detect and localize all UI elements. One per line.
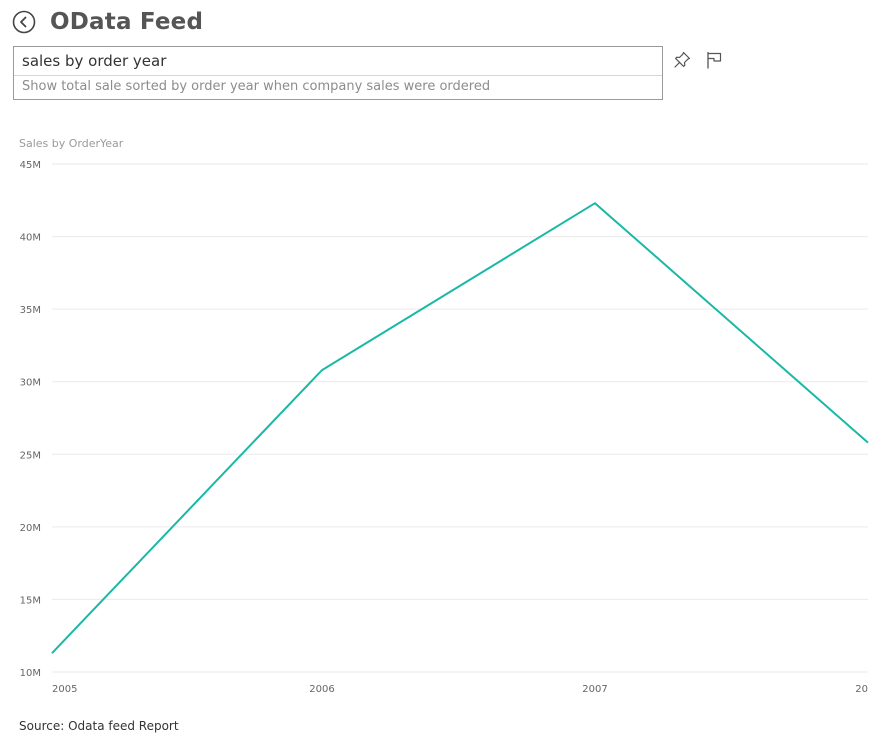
source-caption: Source: Odata feed Report — [19, 719, 179, 733]
flag-button[interactable] — [704, 50, 724, 70]
y-tick-label: 15M — [20, 595, 41, 606]
data-point-2005[interactable] — [46, 647, 58, 659]
page-title: OData Feed — [50, 9, 204, 35]
qa-suggestion[interactable]: Show total sale sorted by order year whe… — [22, 79, 491, 94]
y-tick-label: 10M — [20, 668, 41, 679]
data-point-2008[interactable] — [862, 437, 874, 449]
x-tick-label: 2005 — [52, 684, 77, 695]
y-tick-label: 25M — [20, 450, 41, 461]
y-tick-label: 40M — [20, 233, 41, 244]
x-tick-label: 20 — [855, 684, 868, 695]
y-axis-ticks: 10M 15M 20M 25M 30M 35M 40M 45M — [20, 160, 41, 679]
qa-query-input[interactable] — [14, 47, 662, 75]
y-tick-label: 45M — [20, 160, 41, 171]
x-tick-label: 2007 — [582, 684, 607, 695]
back-arrow-icon — [12, 10, 36, 34]
data-point-2007[interactable] — [589, 197, 601, 209]
series-line[interactable] — [51, 201, 869, 654]
qa-search-box: Show total sale sorted by order year whe… — [13, 46, 663, 100]
line-chart: 10M 15M 20M 25M 30M 35M 40M 45M 2005 2006 2007 20 — [20, 160, 874, 695]
x-tick-label: 2006 — [309, 684, 334, 695]
y-tick-label: 30M — [20, 378, 41, 389]
series-layer — [46, 197, 874, 659]
chart-title: Sales by OrderYear — [19, 137, 124, 150]
pin-icon — [674, 51, 691, 68]
gridlines — [52, 163, 868, 673]
pin-button[interactable] — [672, 50, 692, 70]
header: OData Feed — [0, 0, 896, 44]
flag-icon — [707, 51, 722, 69]
x-axis-ticks: 2005 2006 2007 20 — [52, 684, 868, 695]
y-tick-label: 20M — [20, 523, 41, 534]
back-button[interactable] — [12, 10, 36, 34]
qa-divider — [14, 75, 662, 76]
data-point-2006[interactable] — [316, 364, 328, 376]
y-tick-label: 35M — [20, 305, 41, 316]
